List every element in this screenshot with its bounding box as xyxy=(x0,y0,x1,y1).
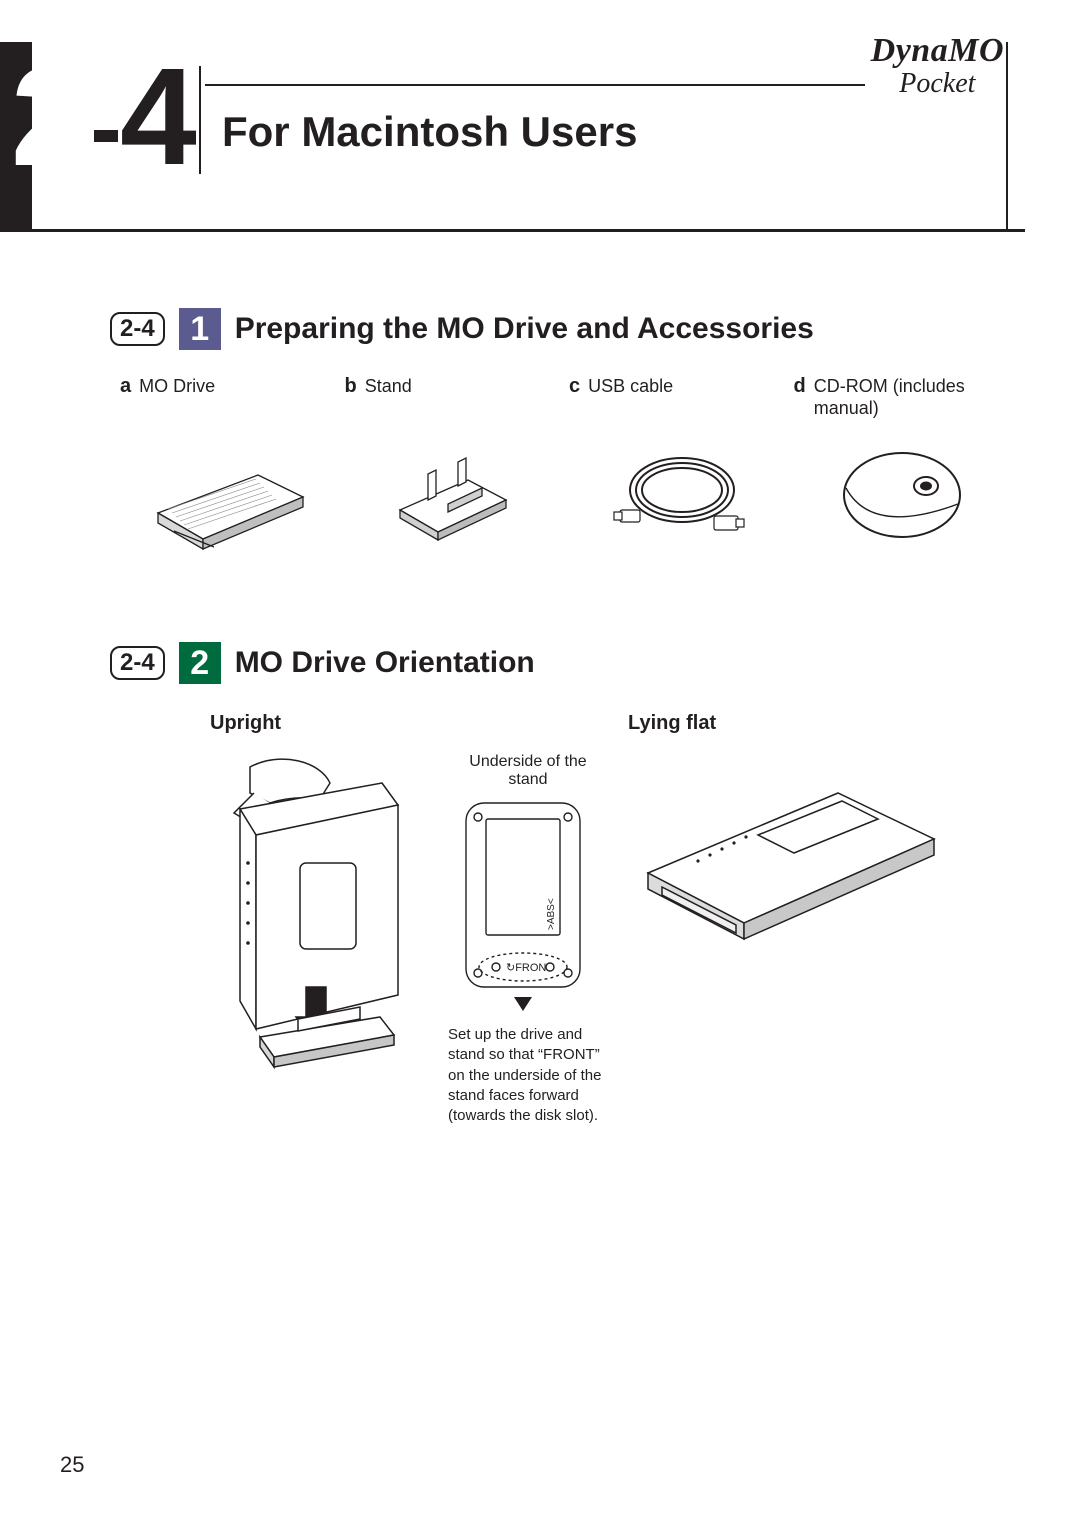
section-rule xyxy=(0,229,1025,232)
subsection-2-number: 2 xyxy=(179,642,221,684)
accessory-a-letter: a xyxy=(120,376,131,396)
accessory-b-label: b Stand xyxy=(345,376,562,420)
usb-cable-icon xyxy=(569,430,786,560)
orientation-lying: Lying flat xyxy=(628,712,1010,1126)
accessory-d: d CD-ROM (includes manual) xyxy=(794,376,1011,560)
accessory-d-label: d CD-ROM (includes manual) xyxy=(794,376,1011,420)
subsection-1-badge: 2-4 xyxy=(110,312,165,346)
orientation-area: Upright xyxy=(210,712,1010,1126)
lying-heading: Lying flat xyxy=(628,712,1010,735)
accessory-a: a MO Drive xyxy=(120,376,337,560)
accessory-b-letter: b xyxy=(345,376,357,396)
section-left-bar xyxy=(0,42,32,232)
accessory-c-text: USB cable xyxy=(588,376,673,398)
accessory-d-text: CD-ROM (includes manual) xyxy=(814,376,1010,419)
accessory-a-label: a MO Drive xyxy=(120,376,337,420)
accessory-c-letter: c xyxy=(569,376,580,396)
brand-area: DynaMO Pocket xyxy=(205,24,1010,109)
subsection-2-badge: 2-4 xyxy=(110,646,165,680)
upright-drive-icon xyxy=(210,753,430,1073)
upright-heading: Upright xyxy=(210,712,608,735)
mo-drive-icon xyxy=(120,430,337,560)
accessory-a-text: MO Drive xyxy=(139,376,215,398)
brand-right-bar xyxy=(1006,42,1008,232)
accessory-c: c USB cable xyxy=(569,376,786,560)
svg-text:>ABS<: >ABS< xyxy=(546,898,557,930)
subsection-2: 2-4 2 MO Drive Orientation xyxy=(110,642,535,684)
section-title: For Macintosh Users xyxy=(222,108,637,156)
accessory-b-text: Stand xyxy=(365,376,412,398)
brand-line1: DynaMO xyxy=(871,32,1004,70)
brand-text: DynaMO Pocket xyxy=(865,32,1010,100)
accessory-b: b Stand xyxy=(345,376,562,560)
subsection-1-number: 1 xyxy=(179,308,221,350)
subsection-1: 2-4 1 Preparing the MO Drive and Accesso… xyxy=(110,308,814,350)
accessory-d-letter: d xyxy=(794,376,806,396)
accessory-c-label: c USB cable xyxy=(569,376,786,420)
subsection-2-title: MO Drive Orientation xyxy=(235,646,535,680)
subsection-1-title: Preparing the MO Drive and Accessories xyxy=(235,312,814,346)
underside-block: Underside of the stand >ABS< xyxy=(448,753,608,1126)
accessories-row: a MO Drive xyxy=(120,376,1010,560)
page-number: 25 xyxy=(60,1452,84,1478)
svg-text:4: 4 xyxy=(120,42,197,194)
underside-label: Underside of the stand xyxy=(448,753,608,789)
cdrom-icon xyxy=(794,430,1011,560)
section-tab: 2 4 xyxy=(0,42,205,232)
underside-icon: >ABS< ↻FRONT xyxy=(448,795,598,1015)
underside-caption: Set up the drive and stand so that “FRON… xyxy=(448,1025,608,1126)
stand-icon xyxy=(345,430,562,560)
lying-drive-icon xyxy=(628,753,1010,953)
brand-line2: Pocket xyxy=(871,68,1004,100)
orientation-upright: Upright xyxy=(210,712,608,1126)
